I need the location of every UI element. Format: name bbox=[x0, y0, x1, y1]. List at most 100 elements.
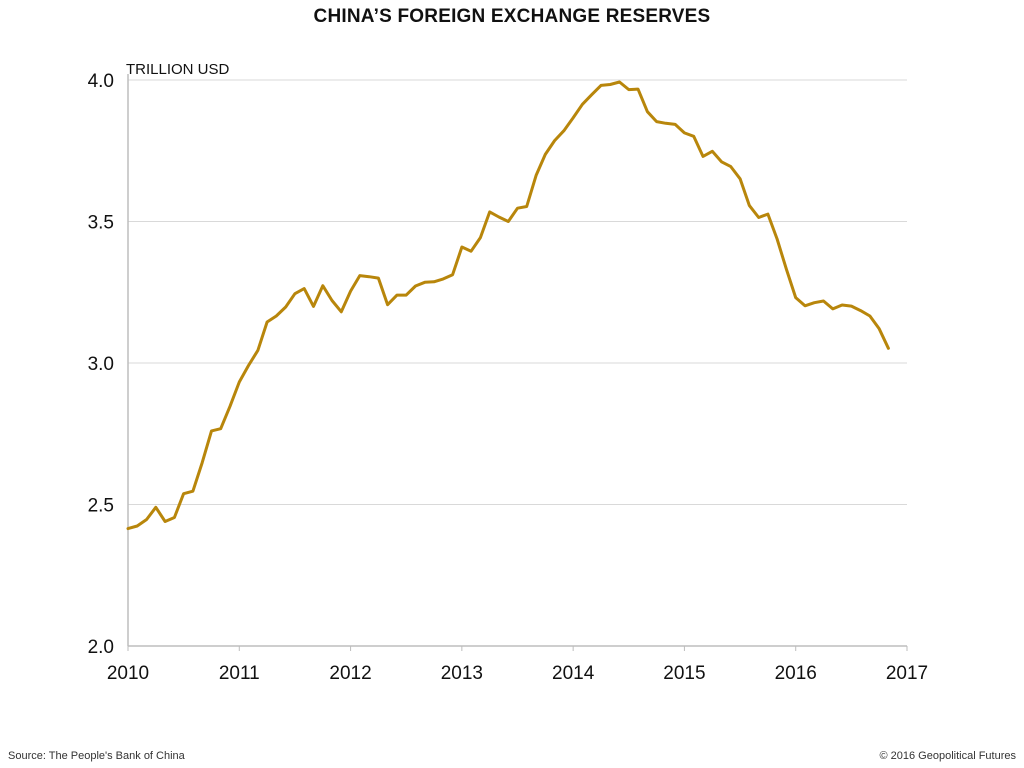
data-point bbox=[275, 315, 277, 317]
data-point bbox=[748, 204, 750, 206]
tick-labels: 2.0 2.5 3.0 3.5 4.0 2010 2011 2012 2013 2014 2015 2… bbox=[88, 71, 929, 684]
data-point bbox=[517, 207, 519, 209]
data-point bbox=[823, 300, 825, 302]
data-point bbox=[183, 493, 185, 495]
axes bbox=[127, 74, 908, 651]
data-point bbox=[841, 304, 843, 306]
data-point bbox=[720, 161, 722, 163]
data-point bbox=[711, 150, 713, 152]
data-point bbox=[322, 285, 324, 287]
data-point bbox=[452, 274, 454, 276]
data-point bbox=[804, 305, 806, 307]
data-point bbox=[294, 293, 296, 295]
data-point bbox=[693, 135, 695, 137]
data-point bbox=[609, 84, 611, 86]
data-point bbox=[619, 81, 621, 83]
data-point bbox=[210, 430, 212, 432]
x-tick-label: 2016 bbox=[775, 663, 817, 684]
data-point bbox=[359, 275, 361, 277]
data-point bbox=[544, 153, 546, 155]
data-point bbox=[396, 294, 398, 296]
y-tick-label: 4.0 bbox=[88, 71, 114, 92]
data-point bbox=[785, 269, 787, 271]
data-point bbox=[229, 405, 231, 407]
data-point bbox=[192, 490, 194, 492]
data-point bbox=[554, 140, 556, 142]
data-point bbox=[331, 299, 333, 301]
data-point bbox=[572, 117, 574, 119]
data-point bbox=[563, 130, 565, 132]
data-point bbox=[405, 294, 407, 296]
data-point bbox=[155, 506, 157, 508]
y-axis-label: TRILLION USD bbox=[126, 61, 230, 78]
data-point bbox=[600, 84, 602, 86]
data-point bbox=[136, 525, 138, 527]
data-point bbox=[414, 285, 416, 287]
data-point bbox=[628, 89, 630, 91]
x-tick-label: 2010 bbox=[107, 663, 149, 684]
data-point bbox=[581, 103, 583, 105]
data-point bbox=[869, 315, 871, 317]
data-point bbox=[164, 520, 166, 522]
series bbox=[126, 80, 890, 531]
data-point bbox=[646, 111, 648, 113]
data-point bbox=[702, 155, 704, 157]
grid-lines bbox=[128, 79, 907, 505]
chart-title: CHINA’S FOREIGN EXCHANGE RESERVES bbox=[313, 6, 711, 27]
data-point bbox=[730, 166, 732, 168]
data-point bbox=[479, 237, 481, 239]
series-line bbox=[126, 80, 890, 531]
data-point bbox=[776, 238, 778, 240]
data-point bbox=[674, 123, 676, 125]
data-point bbox=[340, 311, 342, 313]
data-point bbox=[526, 206, 528, 208]
data-point bbox=[285, 306, 287, 308]
data-point bbox=[887, 347, 889, 349]
data-point bbox=[470, 250, 472, 252]
source-note: Source: The People's Bank of China bbox=[8, 750, 185, 762]
data-point bbox=[127, 528, 129, 530]
data-point bbox=[832, 308, 834, 310]
data-point bbox=[739, 178, 741, 180]
data-point bbox=[442, 278, 444, 280]
data-point bbox=[303, 288, 305, 290]
y-tick-label: 2.0 bbox=[88, 637, 114, 658]
data-point bbox=[220, 428, 222, 430]
data-point bbox=[656, 121, 658, 123]
y-tick-label: 3.0 bbox=[88, 354, 114, 375]
data-point bbox=[266, 321, 268, 323]
data-point bbox=[795, 297, 797, 299]
data-point bbox=[860, 310, 862, 312]
data-point bbox=[767, 213, 769, 215]
data-point bbox=[248, 365, 250, 367]
copyright-note: © 2016 Geopolitical Futures bbox=[879, 750, 1016, 762]
data-point bbox=[350, 290, 352, 292]
x-tick-label: 2014 bbox=[552, 663, 595, 684]
data-point bbox=[387, 304, 389, 306]
y-tick-label: 2.5 bbox=[88, 496, 114, 517]
data-point bbox=[850, 305, 852, 307]
data-point bbox=[257, 349, 259, 351]
data-point bbox=[591, 94, 593, 96]
x-tick-label: 2013 bbox=[441, 663, 483, 684]
data-point bbox=[637, 88, 639, 90]
x-tick-label: 2012 bbox=[329, 663, 371, 684]
x-tick-label: 2017 bbox=[886, 663, 928, 684]
data-point bbox=[173, 517, 175, 519]
data-point bbox=[377, 277, 379, 279]
data-point bbox=[683, 132, 685, 134]
data-point bbox=[758, 217, 760, 219]
x-tick-label: 2011 bbox=[219, 663, 260, 684]
data-point bbox=[313, 305, 315, 307]
data-point bbox=[498, 216, 500, 218]
data-point bbox=[535, 174, 537, 176]
data-point bbox=[424, 281, 426, 283]
data-point bbox=[201, 462, 203, 464]
data-point bbox=[461, 246, 463, 248]
data-point bbox=[489, 211, 491, 213]
data-point bbox=[813, 302, 815, 304]
data-point bbox=[238, 381, 240, 383]
y-tick-label: 3.5 bbox=[88, 213, 114, 234]
data-point bbox=[368, 276, 370, 278]
